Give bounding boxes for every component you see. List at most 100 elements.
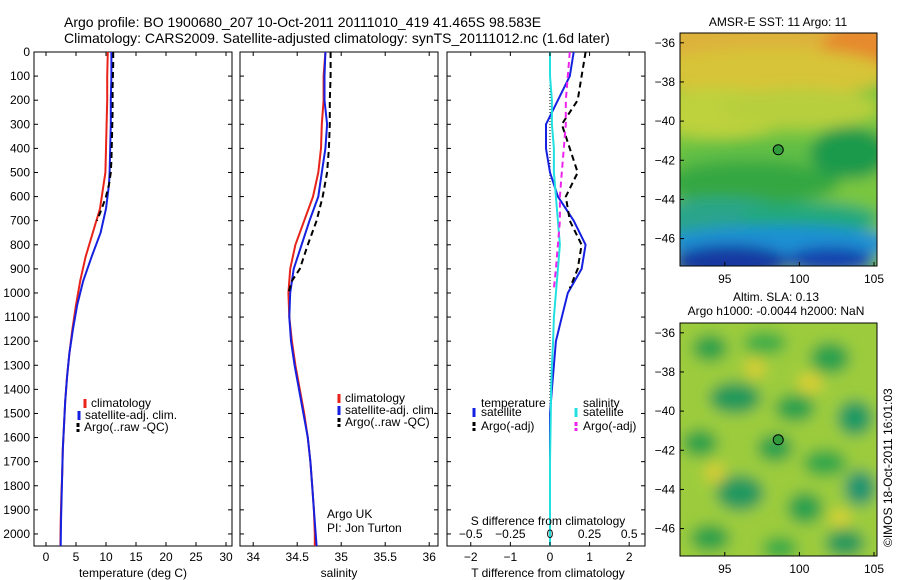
- sst-map-title: AMSR-E SST: 11 Argo: 11: [709, 15, 848, 29]
- legend-title-temperature: temperature: [481, 396, 546, 410]
- temperature-legend: climatology satellite-adj. clim. Argo(..…: [76, 396, 177, 434]
- difference-legend: temperature satellite Argo(-adj) salinit…: [472, 396, 636, 433]
- y-tick-label: 600: [10, 190, 30, 204]
- y-tick-label: −44: [655, 192, 676, 206]
- x-tick-label: 20: [159, 550, 173, 564]
- y-tick-label: 2000: [3, 527, 30, 541]
- y-tick-label: 1600: [3, 431, 30, 445]
- salinity-axes-frame: [239, 51, 439, 547]
- difference-profile-panel: −2 −1 0 1 2 −0.5 −0.25 0 0.25 0.5 T difference fr…: [446, 51, 646, 580]
- y-tick-label: −36: [655, 36, 676, 50]
- y-tick-label: 700: [10, 214, 30, 228]
- top-tick-label: −0.5: [459, 527, 483, 541]
- y-tick-label: 1300: [3, 358, 30, 372]
- top-tick-label: −0.25: [495, 527, 526, 541]
- y-tick-label: −42: [655, 153, 676, 167]
- series-line-satellite-adj-clim: [59, 52, 113, 546]
- y-tick-label: −46: [655, 522, 676, 536]
- y-tick-label: −40: [655, 404, 676, 418]
- y-tick-label: 1200: [3, 334, 30, 348]
- sla-map-frame: [679, 322, 878, 557]
- legend-label-sal-satellite: satellite: [583, 405, 624, 419]
- y-tick-label: 1700: [3, 455, 30, 469]
- x-tick-label: 2: [626, 550, 633, 564]
- x-tick-label: 25: [189, 550, 203, 564]
- y-tick-label: 1100: [4, 310, 30, 324]
- header-line-1: Argo profile: BO 1900680_207 10-Oct-2011…: [64, 14, 541, 30]
- y-tick-label: 1000: [3, 286, 30, 300]
- salinity-legend: climatology satellite-adj. clim. Argo(..…: [337, 391, 437, 429]
- y-tick-label: −42: [655, 443, 676, 457]
- x-tick-label: 35.5: [374, 550, 398, 564]
- salinity-xlabel: salinity: [321, 566, 358, 580]
- legend-label-argo: Argo(..raw -QC): [84, 420, 169, 434]
- legend-label-argo: Argo(..raw -QC): [345, 415, 430, 429]
- temperature-axes-frame: [33, 51, 233, 547]
- legend-label-climatology: climatology: [91, 396, 151, 410]
- y-tick-label: 300: [10, 117, 30, 131]
- y-tick-label: 400: [10, 141, 30, 155]
- y-tick-label: −40: [655, 114, 676, 128]
- x-tick-label: −1: [504, 550, 518, 564]
- legend-title-salinity: salinity: [583, 396, 620, 410]
- series-line-argo-adj-salinity: [552, 52, 571, 289]
- argo-float-location-marker: [772, 144, 784, 156]
- legend-label-temp-satellite: satellite: [481, 405, 522, 419]
- sst-map-panel: AMSR-E SST: 11 Argo: 11 95 100 105 −36 −38 −4…: [655, 15, 885, 286]
- x-tick-label: 10: [99, 550, 113, 564]
- legend-label-sal-argo: Argo(-adj): [583, 419, 636, 433]
- temperature-xlabel: temperature (deg C): [79, 566, 187, 580]
- x-tick-label: 0: [547, 550, 554, 564]
- x-tick-label: 0: [43, 550, 50, 564]
- difference-xlabel: T difference from climatology: [471, 566, 625, 580]
- header-line-2: Climatology: CARS2009. Satellite-adjuste…: [64, 30, 610, 46]
- series-line-satellite-salinity: [549, 52, 561, 546]
- y-tick-label: −38: [655, 75, 676, 89]
- x-tick-label: 100: [789, 272, 809, 286]
- x-tick-label: 105: [864, 272, 884, 286]
- series-line-argo-raw-qc: [287, 52, 332, 294]
- x-tick-label: 95: [718, 272, 732, 286]
- legend-label-climatology: climatology: [345, 391, 405, 405]
- credit-institution: Argo UK: [327, 507, 372, 521]
- argo-float-location-marker: [772, 434, 784, 446]
- x-tick-label: 100: [789, 562, 809, 576]
- legend-label-satellite-adj: satellite-adj. clim.: [85, 408, 177, 422]
- x-tick-label: 5: [73, 550, 80, 564]
- y-tick-label: 800: [10, 238, 30, 252]
- y-tick-label: 100: [10, 69, 30, 83]
- imos-timestamp: ©IMOS 18-Oct-2011 16:01:03: [881, 388, 895, 547]
- series-line-argo-adj-temperature: [560, 52, 587, 289]
- x-tick-label: 30: [219, 550, 233, 564]
- x-tick-label: 15: [129, 550, 143, 564]
- y-tick-label: 1800: [3, 479, 30, 493]
- sla-map-subtitle: Argo h1000: -0.0044 h2000: NaN: [688, 304, 865, 318]
- x-tick-label: 35: [335, 550, 349, 564]
- y-tick-label: −44: [655, 482, 676, 496]
- series-line-satellite-adj-clim: [288, 52, 329, 546]
- sla-map-panel: Altim. SLA: 0.13 Argo h1000: -0.0044 h20…: [655, 290, 885, 576]
- y-tick-label: 200: [10, 93, 30, 107]
- top-tick-label: 0.5: [621, 527, 638, 541]
- y-tick-label: 500: [10, 165, 30, 179]
- sla-heatmap: [680, 323, 877, 556]
- top-tick-label: 0: [547, 527, 554, 541]
- y-tick-label: −36: [655, 326, 676, 340]
- sst-map-frame: [679, 32, 878, 267]
- x-tick-label: −2: [464, 550, 478, 564]
- sst-heatmap: [680, 33, 877, 266]
- y-tick-label: 900: [10, 262, 30, 276]
- credit-pi: PI: Jon Turton: [327, 521, 402, 535]
- legend-label-satellite-adj: satellite-adj. clim.: [345, 403, 437, 417]
- difference-top-axis-label: S difference from climatology: [471, 514, 626, 528]
- x-tick-label: 36: [423, 550, 437, 564]
- x-tick-label: 105: [864, 562, 884, 576]
- top-tick-label: 0.25: [578, 527, 602, 541]
- y-tick-label: 0: [23, 45, 30, 59]
- salinity-profile-panel: 34 34.5 35 35.5 36 salinity climatology sate…: [239, 51, 439, 580]
- y-tick-label: −46: [655, 232, 676, 246]
- y-tick-label: 1500: [3, 406, 30, 420]
- y-tick-label: 1400: [3, 382, 30, 396]
- legend-label-temp-argo: Argo(-adj): [481, 419, 534, 433]
